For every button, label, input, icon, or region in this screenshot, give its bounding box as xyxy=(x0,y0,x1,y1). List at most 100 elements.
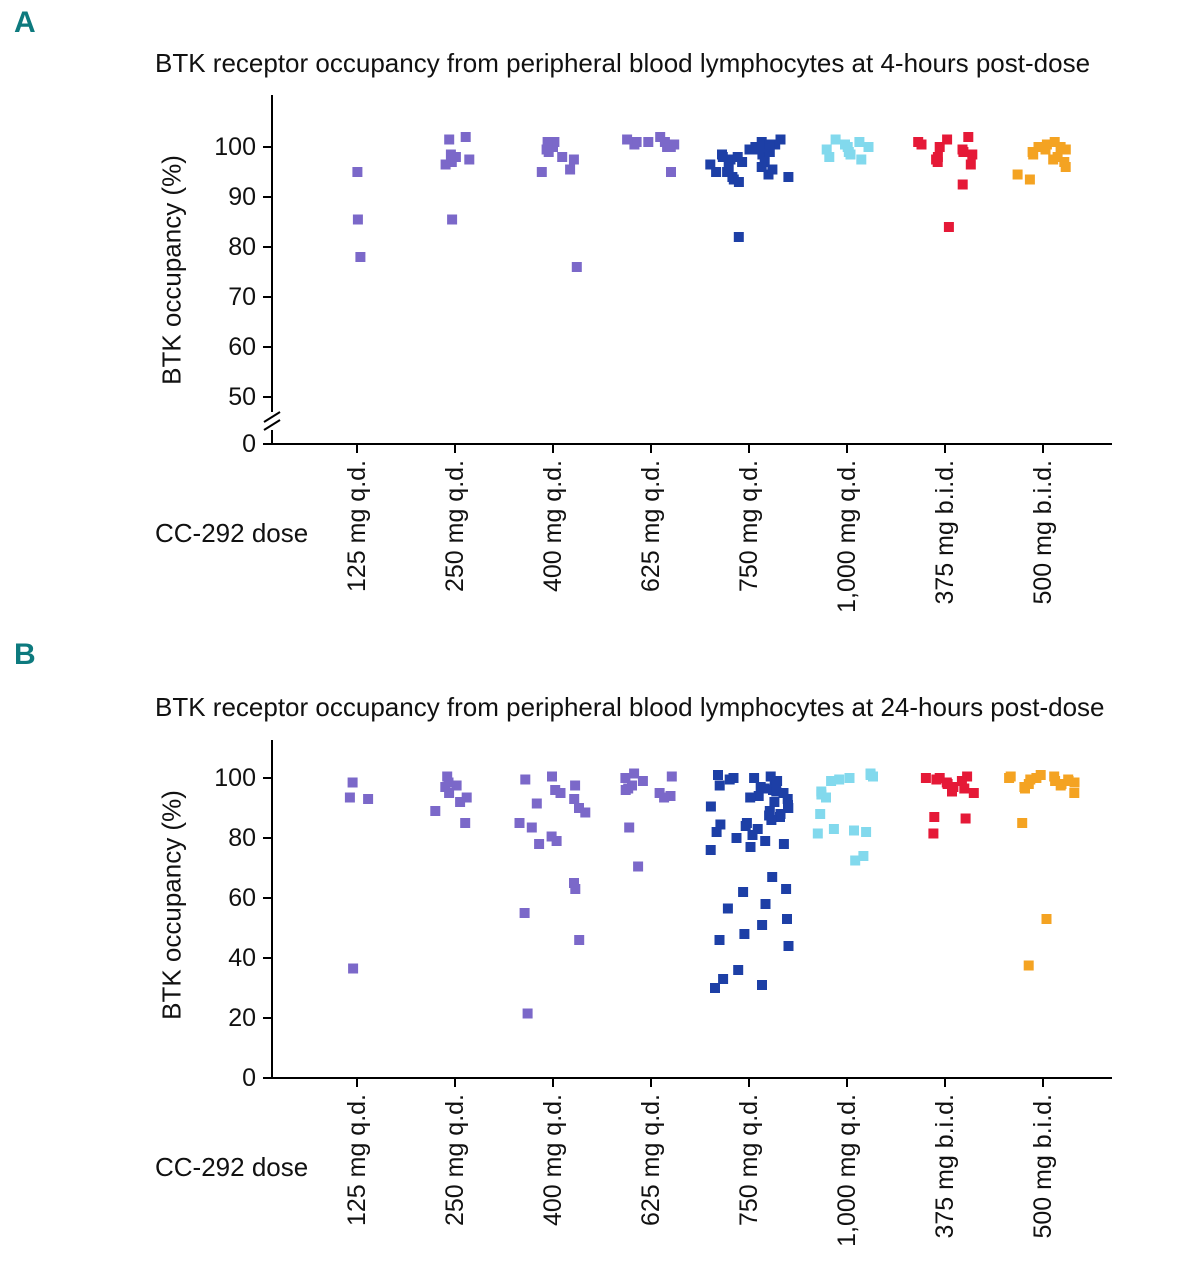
data-point xyxy=(767,872,778,882)
data-point xyxy=(1055,142,1066,152)
data-point xyxy=(733,232,744,242)
data-point xyxy=(355,252,366,262)
data-point xyxy=(666,167,676,177)
data-point xyxy=(444,134,455,145)
data-point xyxy=(733,965,744,975)
data-point xyxy=(757,920,768,930)
x-category-label: 250 mg q.d. xyxy=(441,1094,469,1226)
y-tick-label: 50 xyxy=(228,383,256,411)
data-point xyxy=(1041,914,1052,924)
data-point xyxy=(844,773,855,783)
data-point xyxy=(1031,773,1042,783)
data-point xyxy=(637,776,648,786)
data-point xyxy=(783,172,794,182)
data-point xyxy=(620,773,631,783)
data-point xyxy=(782,914,792,924)
data-point xyxy=(711,167,722,177)
data-point xyxy=(733,177,744,187)
data-point xyxy=(956,776,967,786)
data-point xyxy=(868,771,878,782)
data-point xyxy=(445,149,456,160)
panel-a-label: A xyxy=(14,6,37,39)
data-point xyxy=(830,134,841,145)
data-point xyxy=(629,139,640,150)
data-point xyxy=(757,142,767,152)
panel-b-title: BTK receptor occupancy from peripheral b… xyxy=(155,692,1105,722)
data-point xyxy=(965,159,976,170)
data-point xyxy=(570,780,581,791)
data-point xyxy=(571,262,582,272)
data-point xyxy=(745,842,756,852)
x-category-label: 375 mg b.i.d. xyxy=(931,460,959,605)
data-point xyxy=(541,144,552,155)
data-point xyxy=(710,983,720,993)
data-point xyxy=(968,788,979,798)
data-point xyxy=(1004,773,1015,783)
y-tick-label: 100 xyxy=(214,133,256,161)
data-point xyxy=(920,773,931,783)
data-point xyxy=(1069,777,1080,788)
x-category-label: 625 mg q.d. xyxy=(637,460,665,592)
data-point xyxy=(1028,149,1039,160)
data-point xyxy=(1050,776,1061,786)
data-point xyxy=(722,903,733,914)
data-point xyxy=(765,771,776,782)
data-point xyxy=(749,773,760,783)
data-point xyxy=(464,154,475,165)
data-point xyxy=(624,822,635,833)
data-point xyxy=(732,152,743,162)
data-point xyxy=(722,167,733,177)
data-point xyxy=(744,144,755,155)
data-point xyxy=(916,139,927,150)
data-point xyxy=(714,780,725,791)
data-point xyxy=(715,819,726,830)
data-point xyxy=(526,822,537,833)
data-point xyxy=(348,963,359,974)
data-point xyxy=(643,137,654,147)
data-point xyxy=(824,152,835,162)
data-point xyxy=(863,142,874,152)
data-point xyxy=(1059,157,1070,167)
data-point xyxy=(1069,788,1080,798)
data-point xyxy=(929,812,940,822)
data-point xyxy=(834,774,845,785)
data-point xyxy=(727,172,738,182)
data-point xyxy=(451,780,462,791)
data-point xyxy=(812,828,823,839)
data-point xyxy=(536,167,547,177)
data-point xyxy=(1048,154,1059,165)
data-point xyxy=(770,139,781,150)
data-point xyxy=(750,142,761,152)
data-point xyxy=(759,783,770,794)
data-point xyxy=(1049,137,1060,147)
data-point xyxy=(444,788,455,798)
data-point xyxy=(928,828,939,839)
data-point xyxy=(569,794,580,804)
data-point xyxy=(565,164,576,175)
data-point xyxy=(942,779,953,789)
data-point xyxy=(574,935,585,945)
data-point xyxy=(861,827,872,837)
x-category-label: 400 mg q.d. xyxy=(539,460,567,592)
data-point xyxy=(1017,818,1028,828)
data-point xyxy=(352,167,363,177)
x-category-label: 375 mg b.i.d. xyxy=(931,1094,959,1239)
data-point xyxy=(442,771,453,782)
data-point xyxy=(967,149,978,160)
data-point xyxy=(849,825,859,836)
data-point xyxy=(942,134,953,145)
data-point xyxy=(821,144,832,155)
y-tick-label: 20 xyxy=(228,1004,256,1032)
x-category-label: 250 mg q.d. xyxy=(441,460,469,592)
data-point xyxy=(767,164,778,175)
data-point xyxy=(766,815,777,825)
data-point xyxy=(1033,142,1044,152)
y-tick-label: 80 xyxy=(228,824,256,852)
panel-b-x-axis-label: CC-292 dose xyxy=(155,1152,309,1182)
data-point xyxy=(943,222,954,232)
data-point xyxy=(963,132,974,142)
y-tick-label: 70 xyxy=(228,283,256,311)
panel-a-title: BTK receptor occupancy from peripheral b… xyxy=(155,48,1091,78)
x-category-label: 625 mg q.d. xyxy=(637,1094,665,1226)
data-point xyxy=(522,1008,533,1019)
